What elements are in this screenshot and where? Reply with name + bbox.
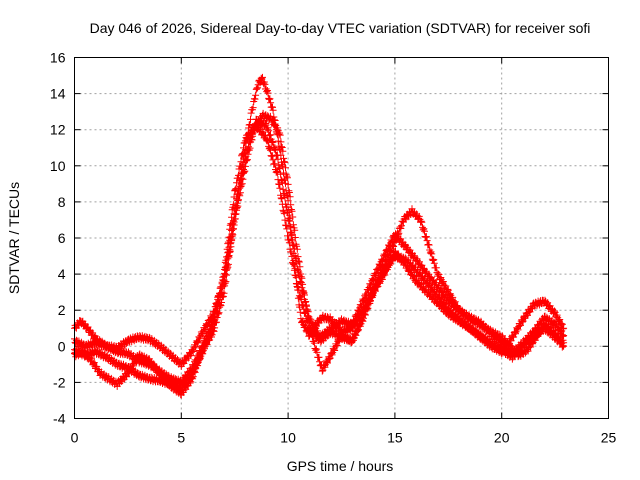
y-axis-label: SDTVAR / TECUs xyxy=(6,182,22,294)
x-tick-label: 20 xyxy=(494,430,510,446)
y-tick-label: 0 xyxy=(58,338,66,354)
x-tick-label: 15 xyxy=(387,430,403,446)
axis-ticks: -4 -2 0 2 4 6 8 10 12 14 16 0 5 10 15 20 25 xyxy=(50,50,617,446)
x-axis-label: GPS time / hours xyxy=(287,458,394,474)
x-tick-label: 0 xyxy=(71,430,79,446)
x-tick-label: 10 xyxy=(280,430,296,446)
y-tick-label: 10 xyxy=(50,158,66,174)
y-tick-label: 4 xyxy=(58,266,66,282)
y-tick-label: 12 xyxy=(50,122,66,138)
y-tick-label: -4 xyxy=(53,411,66,427)
series-trace-1 xyxy=(71,73,568,370)
y-tick-label: 6 xyxy=(58,230,66,246)
plot-frame xyxy=(74,57,609,419)
data-markers xyxy=(71,73,568,370)
chart-title: Day 046 of 2026, Sidereal Day-to-day VTE… xyxy=(90,20,591,36)
y-tick-label: 2 xyxy=(58,302,66,318)
series-trace-2 xyxy=(71,109,568,399)
x-tick-label: 25 xyxy=(601,430,617,446)
y-tick-label: 14 xyxy=(50,86,66,102)
x-tick-label: 5 xyxy=(177,430,185,446)
data-points xyxy=(71,73,568,399)
data-markers xyxy=(71,109,568,399)
y-tick-label: 16 xyxy=(50,50,66,66)
y-tick-label: -2 xyxy=(53,374,66,390)
y-tick-label: 8 xyxy=(58,194,66,210)
